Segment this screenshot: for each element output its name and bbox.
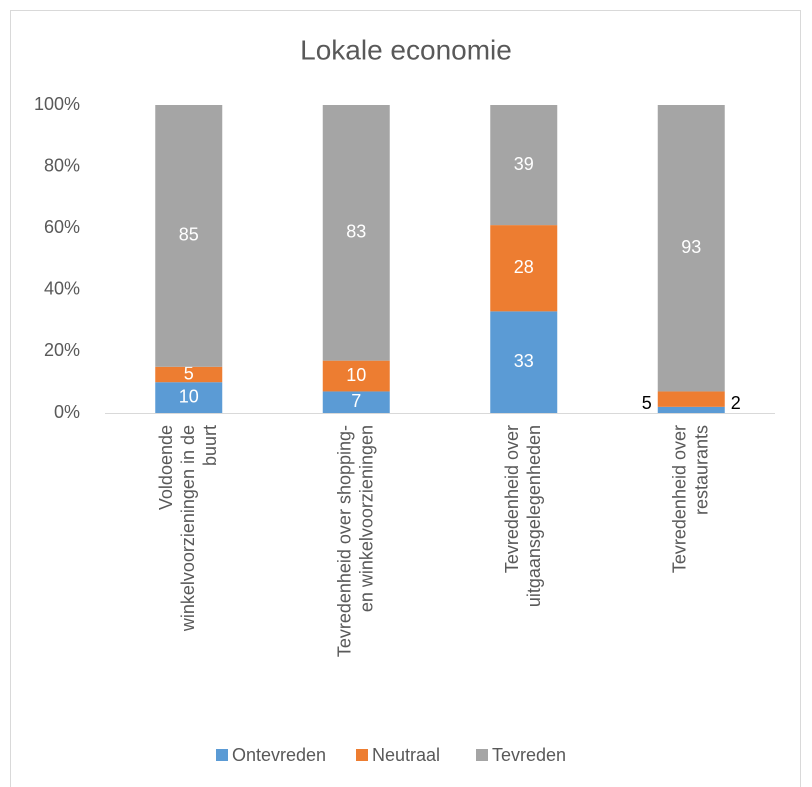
x-tick-line: restaurants xyxy=(691,425,711,515)
legend-label: Ontevreden xyxy=(232,745,326,765)
bar-segment xyxy=(322,391,390,413)
legend-swatch xyxy=(356,749,368,761)
data-label: 93 xyxy=(681,237,701,257)
data-label: 28 xyxy=(514,257,534,277)
legend-label: Tevreden xyxy=(492,745,566,765)
bar-segment xyxy=(155,382,223,413)
data-label: 83 xyxy=(346,222,366,242)
y-tick-label: 80% xyxy=(44,155,80,175)
data-label: 39 xyxy=(514,154,534,174)
data-label: 7 xyxy=(351,391,361,411)
x-tick-line: Tevredenheid over xyxy=(502,425,522,573)
legend-swatch xyxy=(216,749,228,761)
legend-swatch xyxy=(476,749,488,761)
data-label: 5 xyxy=(642,393,652,413)
bar-segment xyxy=(490,225,558,312)
x-tick-label: Tevredenheid over shopping-en winkelvoor… xyxy=(334,425,376,657)
legend-label: Neutraal xyxy=(372,745,440,765)
x-tick-line: buurt xyxy=(200,425,220,466)
bar-segment xyxy=(490,311,558,413)
data-label: 85 xyxy=(179,225,199,245)
x-tick-line: uitgaansgelegenheden xyxy=(524,425,544,607)
bar-segment xyxy=(322,105,390,361)
bar-segment xyxy=(657,391,725,407)
data-label: 10 xyxy=(179,386,199,406)
y-tick-label: 20% xyxy=(44,340,80,360)
data-label: 2 xyxy=(731,393,741,413)
bar-segment xyxy=(657,105,725,392)
x-tick-label: Voldoende winkelvoorzieningen in de buurt xyxy=(156,425,220,632)
bar-segment xyxy=(155,366,223,383)
chart-title: Lokale economie xyxy=(300,34,512,65)
bar-segment xyxy=(322,360,390,392)
bar-segment xyxy=(155,105,223,367)
y-tick-label: 100% xyxy=(34,94,80,114)
y-tick-label: 60% xyxy=(44,217,80,237)
x-tick-line: en winkelvoorzieningen xyxy=(356,425,376,612)
x-tick-line: Voldoende xyxy=(156,425,176,510)
y-tick-label: 0% xyxy=(54,402,80,422)
bar-segment xyxy=(657,406,725,413)
y-tick-label: 40% xyxy=(44,279,80,299)
x-tick-line: Tevredenheid over xyxy=(669,425,689,573)
x-tick-line: winkelvoorzieningen in de xyxy=(178,425,198,632)
data-label: 5 xyxy=(184,363,194,383)
x-tick-label: Tevredenheid over restaurants xyxy=(669,425,711,573)
bar-segment xyxy=(490,105,558,226)
data-label: 33 xyxy=(514,351,534,371)
x-tick-line: Tevredenheid over shopping- xyxy=(334,425,354,657)
x-tick-label: Tevredenheid over uitgaansgelegenheden xyxy=(502,425,544,607)
data-label: 10 xyxy=(346,365,366,385)
